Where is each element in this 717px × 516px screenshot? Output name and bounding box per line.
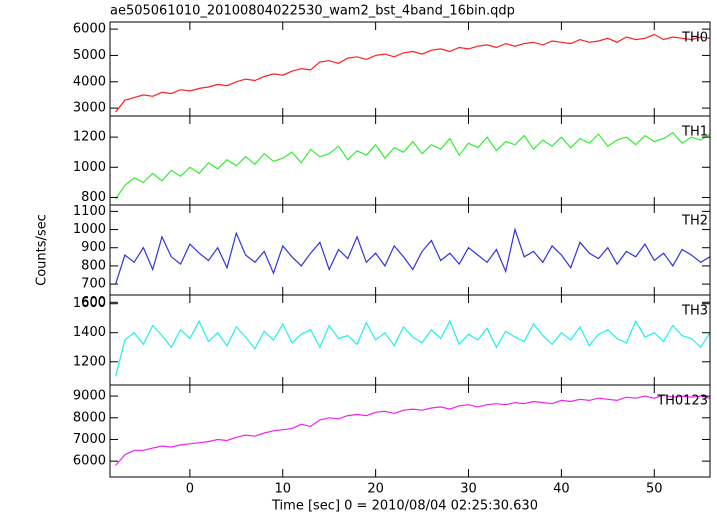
y-tick-label: 4000 (73, 74, 106, 89)
x-tick-label: 20 (367, 482, 384, 497)
y-tick-label: 8000 (73, 410, 106, 425)
panel-frame (109, 21, 711, 117)
y-tick-label: 800 (81, 190, 106, 205)
panel-frame (109, 384, 711, 478)
y-tick-label: 700 (81, 277, 106, 292)
x-axis-label: Time [sec] 0 = 2010/08/04 02:25:30.630 (271, 499, 538, 514)
panel-label: TH0 (681, 31, 708, 46)
y-tick-label: 7000 (73, 432, 106, 447)
series-line (115, 227, 710, 285)
y-tick-label: 1600 (73, 296, 106, 311)
panel-frame (109, 115, 711, 206)
panel-frame (109, 204, 711, 296)
y-tick-label: 900 (81, 240, 106, 255)
y-tick-label: 3000 (73, 101, 106, 116)
series-line (115, 33, 710, 113)
x-tick-label: 50 (646, 482, 663, 497)
x-tick-label: 10 (274, 482, 291, 497)
y-tick-label: 6000 (73, 454, 106, 469)
panel-label: TH2 (681, 214, 708, 229)
y-tick-label: 800 (81, 258, 106, 273)
x-tick-label: 40 (553, 482, 570, 497)
y-tick-label: 1200 (73, 354, 106, 369)
y-tick-label: 5000 (73, 48, 106, 63)
series-line (115, 131, 710, 200)
x-tick-label: 0 (186, 482, 194, 497)
y-tick-label: 1000 (73, 160, 106, 175)
y-tick-label: 1100 (73, 204, 106, 219)
y-tick-label: 1000 (73, 222, 106, 237)
panel-label: TH0123 (656, 394, 708, 409)
y-tick-label: 9000 (73, 389, 106, 404)
series-line (115, 394, 710, 466)
y-tick-label: 1200 (73, 130, 106, 145)
panel-label: TH1 (681, 125, 708, 140)
y-tick-label: 1400 (73, 325, 106, 340)
x-tick-label: 30 (460, 482, 477, 497)
y-axis-label: Counts/sec (35, 214, 50, 286)
y-tick-label: 600 (81, 295, 106, 310)
series-line (115, 319, 710, 377)
chart-title: ae505061010_20100804022530_wam2_bst_4ban… (110, 4, 515, 19)
panel-label: TH3 (681, 304, 708, 319)
y-tick-label: 6000 (73, 22, 106, 37)
